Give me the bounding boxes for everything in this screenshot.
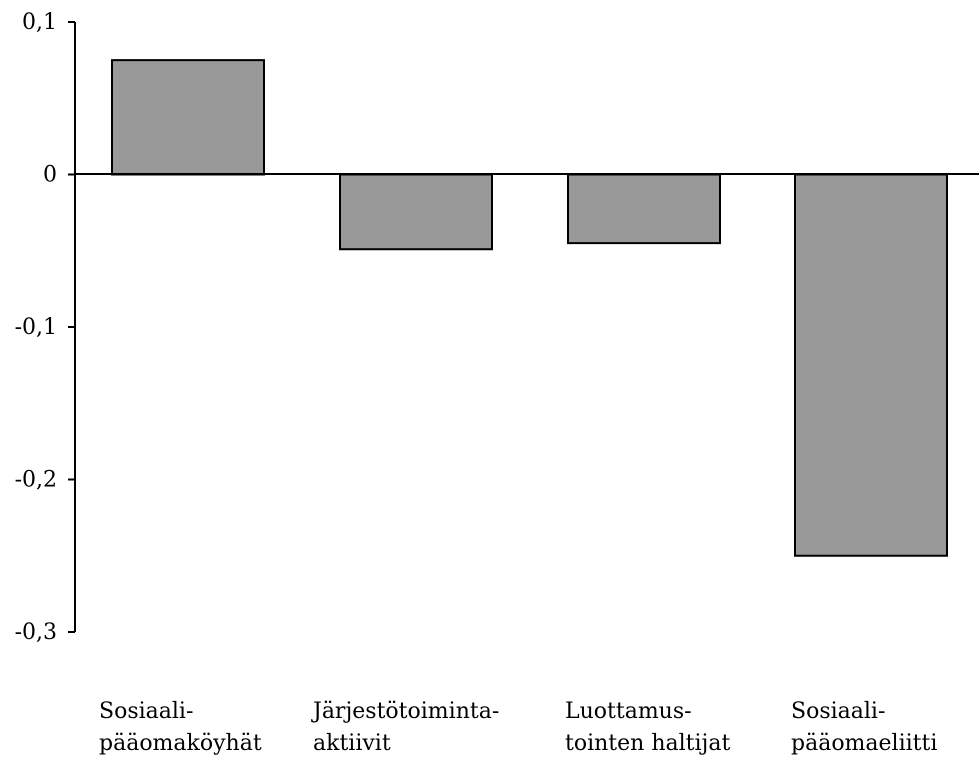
bar bbox=[339, 173, 493, 251]
category-label-jarjestotoiminta-aktiivit: Järjestötoiminta- aktiivit bbox=[313, 699, 500, 756]
category-label-luottamustointen-haltijat: Luottamus- tointen haltijat bbox=[565, 699, 731, 756]
category-label-sosiaalipaaomaeliitti: Sosiaali- pääomaeliitti bbox=[791, 699, 938, 756]
y-tick-label: -0,2 bbox=[15, 468, 57, 493]
y-tick-label: -0,1 bbox=[15, 315, 57, 340]
y-axis-ticks: 0,1 0 -0,1 -0,2 -0,3 bbox=[15, 10, 75, 645]
bar bbox=[794, 173, 948, 557]
category-label-sosiaalipaaomakoyhat: Sosiaali- pääomaköyhät bbox=[99, 699, 262, 756]
bars bbox=[111, 59, 948, 557]
y-tick-label: 0 bbox=[43, 163, 57, 188]
y-tick-label: -0,3 bbox=[15, 620, 57, 645]
bar bbox=[567, 173, 721, 245]
bar bbox=[111, 59, 265, 176]
y-tick-label: 0,1 bbox=[22, 10, 57, 35]
